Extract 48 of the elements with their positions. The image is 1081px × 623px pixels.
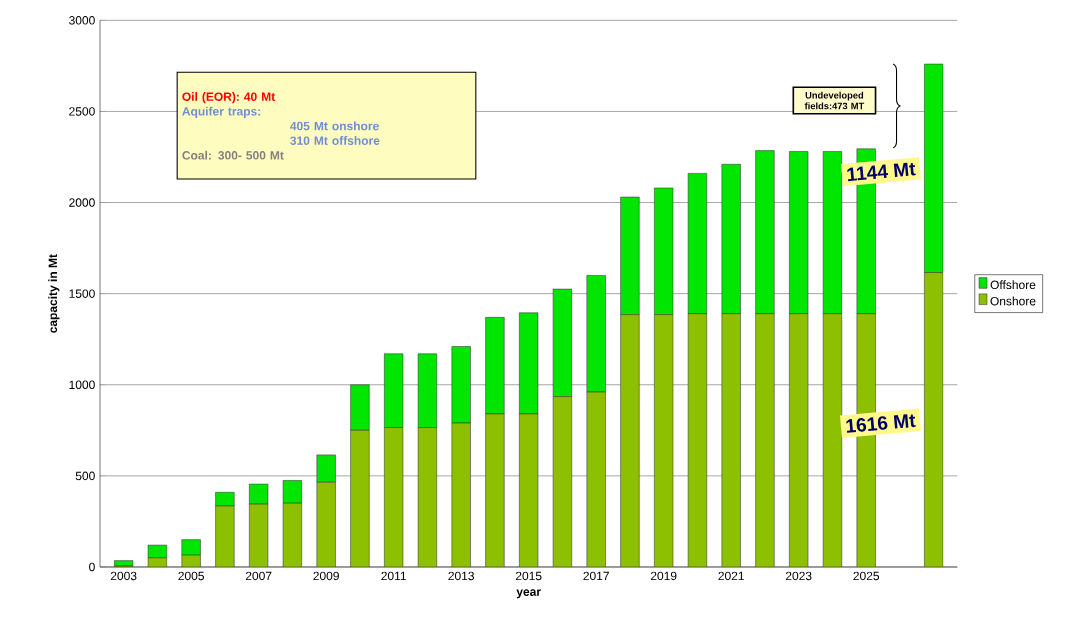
annotation: Undeveloped fields:473 MT bbox=[804, 91, 865, 110]
bar bbox=[316, 454, 336, 483]
bar bbox=[485, 317, 505, 415]
bar bbox=[586, 275, 606, 393]
bar bbox=[721, 164, 741, 314]
bar bbox=[384, 353, 404, 428]
bar bbox=[417, 353, 438, 428]
bar bbox=[519, 312, 539, 415]
annotation: Coal: 300- 500 Mt bbox=[182, 150, 284, 160]
x-tick-label: 2011 bbox=[381, 571, 406, 581]
x-tick-label: 2025 bbox=[853, 571, 880, 581]
x-tick-label: 2021 bbox=[718, 571, 744, 581]
y-tick-label: 1000 bbox=[69, 380, 95, 390]
y-tick-label: 3000 bbox=[69, 16, 95, 25]
bar bbox=[620, 196, 640, 315]
annotation: Aquifer traps: bbox=[182, 106, 261, 118]
annotation: Oil (EOR): 40 Mt bbox=[182, 92, 276, 104]
y-tick-label: 2000 bbox=[69, 198, 95, 207]
y-axis-title: capacity in Mt bbox=[48, 254, 60, 333]
x-tick-label: 2007 bbox=[245, 571, 272, 581]
bar bbox=[451, 346, 471, 424]
x-tick-label: 2005 bbox=[178, 571, 204, 581]
x-tick-label: 2003 bbox=[110, 571, 137, 581]
x-tick-label: 2019 bbox=[650, 571, 677, 581]
annotation: 310 Mt offshore bbox=[290, 136, 380, 145]
y-tick-label: 0 bbox=[89, 562, 95, 572]
y-tick-label: 2500 bbox=[69, 107, 95, 116]
x-tick-label: 2013 bbox=[448, 571, 474, 581]
y-tick-label: 500 bbox=[75, 471, 95, 481]
legend-label: Offshore bbox=[990, 280, 1036, 290]
bar bbox=[654, 187, 674, 315]
x-tick-label: 2009 bbox=[313, 571, 339, 581]
legend-label: Onshore bbox=[990, 296, 1036, 306]
data-label: 1144 Mt bbox=[847, 162, 916, 182]
x-tick-label: 2015 bbox=[515, 571, 542, 581]
x-tick-label: 2023 bbox=[785, 571, 812, 581]
x-axis-title: year bbox=[516, 589, 541, 599]
bar bbox=[924, 63, 944, 273]
x-tick-label: 2017 bbox=[583, 571, 609, 581]
bar bbox=[755, 150, 775, 314]
bar bbox=[552, 288, 573, 397]
annotation: 405 Mt onshore bbox=[290, 121, 379, 131]
bar bbox=[789, 151, 809, 314]
y-tick-label: 1500 bbox=[69, 289, 95, 298]
data-label: 1616 Mt bbox=[846, 414, 916, 433]
bar bbox=[350, 384, 370, 431]
bar bbox=[687, 173, 708, 314]
bar bbox=[822, 151, 843, 314]
